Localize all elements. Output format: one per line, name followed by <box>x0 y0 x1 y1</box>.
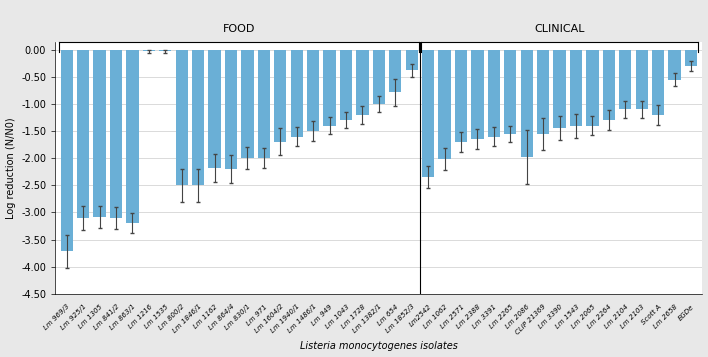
Bar <box>61 50 73 251</box>
Bar <box>455 50 467 142</box>
Bar <box>176 50 188 185</box>
Y-axis label: Log reduction (N/N0): Log reduction (N/N0) <box>6 117 16 218</box>
Bar <box>307 50 319 131</box>
Bar <box>406 50 418 70</box>
Bar <box>225 50 237 169</box>
Bar <box>554 50 566 129</box>
Bar <box>159 50 171 51</box>
Bar <box>472 50 484 139</box>
Bar <box>504 50 516 134</box>
Bar <box>685 50 697 66</box>
Bar <box>603 50 615 120</box>
Bar <box>619 50 632 109</box>
Bar <box>356 50 369 115</box>
Bar <box>438 50 451 159</box>
Bar <box>652 50 664 115</box>
Bar <box>488 50 500 136</box>
Bar <box>126 50 139 223</box>
Bar <box>537 50 549 134</box>
Bar <box>340 50 352 120</box>
Bar <box>143 50 155 51</box>
Bar <box>422 50 434 177</box>
Bar <box>586 50 598 126</box>
Bar <box>520 50 533 157</box>
Bar <box>324 50 336 126</box>
Bar <box>290 50 303 136</box>
X-axis label: Listeria monocytogenes isolates: Listeria monocytogenes isolates <box>300 341 458 351</box>
Bar <box>93 50 105 217</box>
Bar <box>192 50 205 185</box>
Text: FOOD: FOOD <box>223 24 256 34</box>
Bar <box>389 50 401 92</box>
Bar <box>241 50 253 158</box>
Bar <box>274 50 287 142</box>
Bar <box>110 50 122 218</box>
Bar <box>372 50 385 104</box>
Bar <box>668 50 680 80</box>
Bar <box>258 50 270 158</box>
Bar <box>636 50 648 109</box>
Bar <box>77 50 89 218</box>
Bar <box>208 50 221 168</box>
Bar <box>570 50 582 126</box>
Text: CLINICAL: CLINICAL <box>535 24 585 34</box>
